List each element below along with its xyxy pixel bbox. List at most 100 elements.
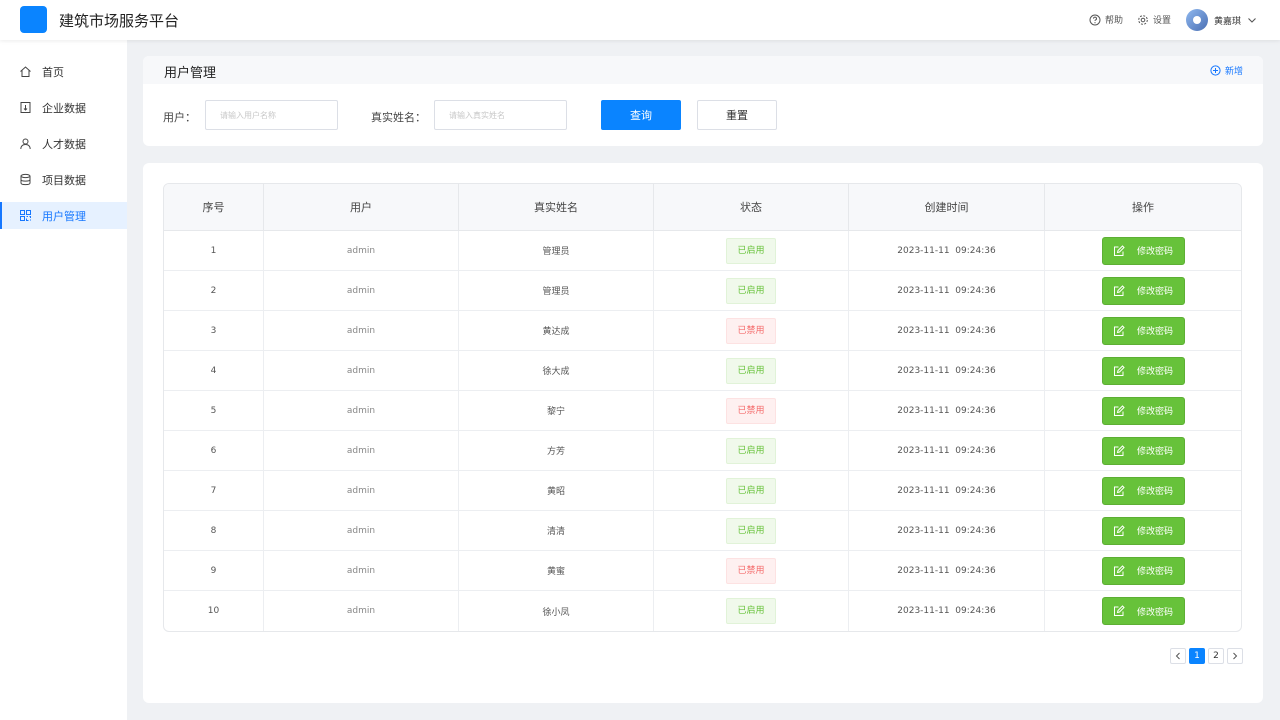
help-label: 帮助 [1105, 16, 1124, 26]
change-password-label: 修改密码 [1136, 367, 1173, 377]
column-header-user: 用户 [264, 184, 459, 231]
cell-user: admin [264, 231, 459, 271]
cell-no: 10 [164, 591, 264, 631]
user-table: 序号 用户 真实姓名 状态 创建时间 操作 1 admin 管理员 已启用 2023-1… [163, 183, 1242, 632]
status-badge: 已禁用 [726, 317, 776, 344]
cell-user: admin [264, 391, 459, 431]
cell-no: 3 [164, 311, 264, 351]
next-page-button[interactable] [1227, 648, 1243, 664]
column-header-status: 状态 [654, 184, 849, 231]
sidebar-item-user-management[interactable]: 用户管理 [0, 202, 127, 229]
sidebar-item-label: 项目数据 [42, 173, 86, 187]
cell-realname: 清清 [459, 511, 654, 551]
add-button-label: 新增 [1224, 67, 1243, 77]
realname-search-input[interactable] [434, 100, 567, 130]
change-password-button[interactable]: 修改密码 [1101, 276, 1185, 305]
sidebar-item-home[interactable]: 首页 [0, 58, 127, 85]
building-icon [20, 102, 31, 113]
cell-action: 修改密码 [1045, 391, 1241, 431]
reset-button[interactable]: 重置 [697, 100, 777, 130]
chevron-down-icon [1248, 18, 1256, 23]
change-password-button[interactable]: 修改密码 [1101, 436, 1185, 465]
column-header-realname: 真实姓名 [459, 184, 654, 231]
table-row: 7 admin 黄昭 已启用 2023-11-11 09:24:36 修改密码 [164, 471, 1241, 511]
change-password-button[interactable]: 修改密码 [1101, 556, 1185, 585]
cell-created-time: 2023-11-11 09:24:36 [849, 431, 1045, 471]
app-logo[interactable] [20, 6, 47, 33]
filter-panel: 用户管理 新增 用户： 真实姓名： 查询 重置 [143, 56, 1263, 146]
cell-created-time: 2023-11-11 09:24:36 [849, 271, 1045, 311]
change-password-button[interactable]: 修改密码 [1101, 316, 1185, 345]
cell-action: 修改密码 [1045, 511, 1241, 551]
cell-status: 已启用 [654, 591, 849, 631]
prev-page-button[interactable] [1170, 648, 1186, 664]
cell-status: 已启用 [654, 471, 849, 511]
user-search-input[interactable] [205, 100, 338, 130]
cell-status: 已启用 [654, 351, 849, 391]
cell-user: admin [264, 511, 459, 551]
cell-no: 7 [164, 471, 264, 511]
query-button[interactable]: 查询 [601, 100, 681, 130]
cell-created-time: 2023-11-11 09:24:36 [849, 311, 1045, 351]
change-password-button[interactable]: 修改密码 [1101, 236, 1185, 265]
status-badge: 已启用 [726, 277, 776, 304]
change-password-button[interactable]: 修改密码 [1101, 476, 1185, 505]
created-time: 2023-11-11 09:24:36 [897, 485, 996, 496]
table-row: 8 admin 清清 已启用 2023-11-11 09:24:36 修改密码 [164, 511, 1241, 551]
change-password-label: 修改密码 [1136, 567, 1173, 577]
settings-link[interactable]: 设置 [1137, 13, 1171, 26]
cell-realname: 黄蜜 [459, 551, 654, 591]
cell-action: 修改密码 [1045, 231, 1241, 271]
cell-created-time: 2023-11-11 09:24:36 [849, 351, 1045, 391]
cell-created-time: 2023-11-11 09:24:36 [849, 391, 1045, 431]
edit-icon [1113, 444, 1125, 456]
cell-created-time: 2023-11-11 09:24:36 [849, 231, 1045, 271]
cell-user: admin [264, 551, 459, 591]
status-badge: 已禁用 [726, 397, 776, 424]
status-badge: 已启用 [726, 437, 776, 464]
edit-icon [1113, 324, 1125, 336]
change-password-button[interactable]: 修改密码 [1101, 516, 1185, 545]
cell-user: admin [264, 431, 459, 471]
sidebar-item-enterprise[interactable]: 企业数据 [0, 94, 127, 121]
realname-filter-label: 真实姓名： [371, 111, 426, 124]
table-row: 4 admin 徐大成 已启用 2023-11-11 09:24:36 修改密码 [164, 351, 1241, 391]
help-icon [1089, 14, 1101, 25]
cell-realname: 黄达成 [459, 311, 654, 351]
page-button-1[interactable]: 1 [1189, 648, 1205, 664]
cell-user: admin [264, 591, 459, 631]
edit-icon [1113, 364, 1125, 376]
gear-icon [1138, 14, 1148, 25]
cell-status: 已启用 [654, 231, 849, 271]
sidebar: 首页 企业数据 人才数据 项目数据 用户管理 [0, 40, 127, 720]
cell-no: 9 [164, 551, 264, 591]
user-menu[interactable]: 黄嘉琪 [1186, 8, 1257, 32]
database-icon [20, 173, 31, 186]
created-time: 2023-11-11 09:24:36 [897, 405, 996, 416]
status-badge: 已启用 [726, 517, 776, 544]
cell-user: admin [264, 271, 459, 311]
user-icon [20, 138, 31, 150]
grid-icon [20, 210, 31, 221]
change-password-button[interactable]: 修改密码 [1101, 396, 1185, 425]
cell-status: 已启用 [654, 271, 849, 311]
sidebar-item-talent[interactable]: 人才数据 [0, 130, 127, 157]
user-name: 黄嘉琪 [1214, 16, 1242, 27]
chevron-left-icon [1175, 652, 1180, 660]
cell-realname: 徐大成 [459, 351, 654, 391]
cell-realname: 徐小凤 [459, 591, 654, 631]
help-link[interactable]: 帮助 [1089, 13, 1123, 26]
table-header-row: 序号 用户 真实姓名 状态 创建时间 操作 [164, 184, 1241, 231]
settings-label: 设置 [1153, 16, 1172, 26]
page-button-2[interactable]: 2 [1208, 648, 1224, 664]
sidebar-item-label: 人才数据 [42, 137, 86, 151]
cell-created-time: 2023-11-11 09:24:36 [849, 511, 1045, 551]
change-password-button[interactable]: 修改密码 [1101, 356, 1185, 385]
change-password-button[interactable]: 修改密码 [1101, 597, 1185, 625]
cell-created-time: 2023-11-11 09:24:36 [849, 551, 1045, 591]
created-time: 2023-11-11 09:24:36 [897, 525, 996, 536]
sidebar-item-project[interactable]: 项目数据 [0, 166, 127, 193]
add-button[interactable]: 新增 [1210, 64, 1243, 77]
cell-realname: 黎宁 [459, 391, 654, 431]
status-badge: 已禁用 [726, 557, 776, 584]
